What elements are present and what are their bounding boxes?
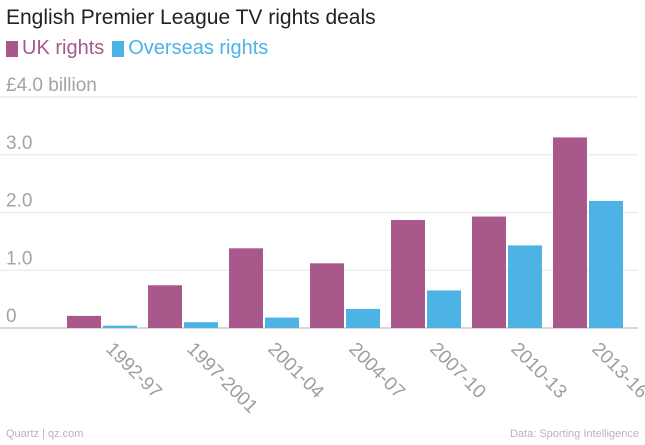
x-tick-label: 2004-07 [344,339,408,403]
bar-overseas-rights [589,200,623,328]
source-credit: Quartz | qz.com [6,428,84,440]
x-tick-label: 2013-16 [587,339,645,403]
x-tick-label: 2001-04 [263,339,327,403]
bar-overseas-rights [346,308,380,328]
legend: UK rights Overseas rights [6,37,276,60]
chart-title: English Premier League TV rights deals [6,6,376,29]
y-tick-label: 1.0 [6,248,32,269]
data-source: Data: Sporting Intelligence [509,428,639,440]
x-tick-label: 2007-10 [425,339,489,403]
x-tick-label: 1992-97 [101,339,165,403]
bar-uk-rights [391,220,425,328]
legend-swatch-uk [6,40,18,57]
x-tick-label: 1997-2001 [182,339,261,418]
bar-uk-rights [229,248,263,328]
y-tick-label: 3.0 [6,133,32,154]
bar-overseas-rights [265,317,299,328]
x-tick-label: 2010-13 [506,339,570,403]
bar-uk-rights [472,216,506,328]
legend-label-uk: UK rights [22,37,105,59]
bar-uk-rights [553,137,587,328]
bar-uk-rights [310,263,344,328]
bar-overseas-rights [184,322,218,328]
bar-overseas-rights [508,245,542,328]
bar-overseas-rights [103,325,137,328]
y-tick-label: £4.0 billion [6,75,97,96]
bar-uk-rights [67,315,101,328]
y-tick-label: 0 [6,306,17,327]
bar-overseas-rights [427,290,461,328]
legend-label-overseas: Overseas rights [128,37,269,59]
legend-item-uk: UK rights [6,37,104,60]
legend-item-overseas: Overseas rights [112,37,268,60]
y-tick-label: 2.0 [6,191,32,212]
legend-swatch-overseas [112,40,125,57]
bar-uk-rights [148,285,182,328]
